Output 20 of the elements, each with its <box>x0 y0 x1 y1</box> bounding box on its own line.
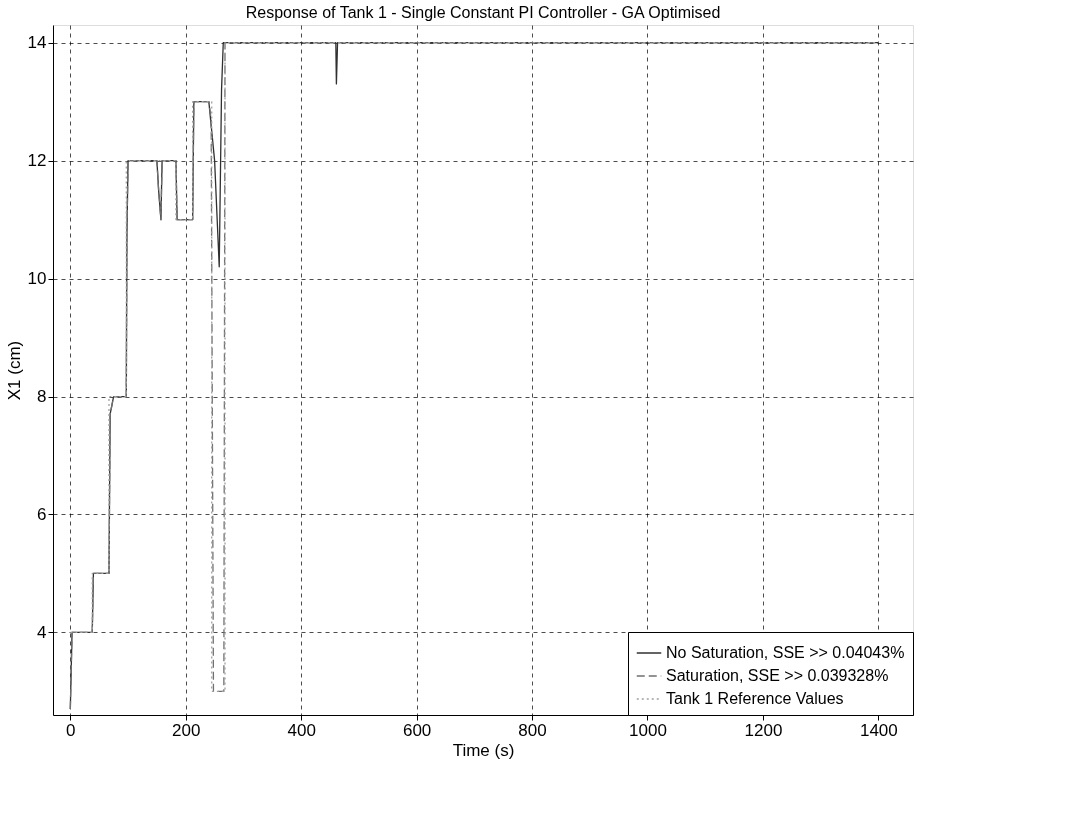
x-tick-label: 800 <box>518 720 547 740</box>
x-tick-label: 0 <box>66 720 76 740</box>
y-tick-label: 8 <box>37 387 47 407</box>
y-tick-label: 4 <box>37 622 47 642</box>
x-tick-label: 200 <box>172 720 201 740</box>
y-tick-label: 12 <box>27 151 47 171</box>
x-tick-label: 1200 <box>744 720 783 740</box>
y-axis-title: X1 (cm) <box>4 340 24 401</box>
x-tick-label: 1000 <box>629 720 667 740</box>
legend-label: No Saturation, SSE >> 0.04043% <box>666 644 905 661</box>
x-axis-title: Time (s) <box>452 740 515 760</box>
chart-title: Response of Tank 1 - Single Constant PI Controller - GA Optimised <box>245 4 721 21</box>
x-tick-label: 1400 <box>859 720 898 740</box>
legend-label: Saturation, SSE >> 0.039328% <box>666 667 889 684</box>
y-tick-label: 10 <box>27 269 47 289</box>
y-tick-label: 14 <box>27 33 47 53</box>
x-tick-label: 600 <box>402 720 432 740</box>
legend-label: Tank 1 Reference Values <box>666 690 844 707</box>
y-tick-label: 6 <box>37 504 47 524</box>
x-tick-label: 400 <box>287 720 316 740</box>
